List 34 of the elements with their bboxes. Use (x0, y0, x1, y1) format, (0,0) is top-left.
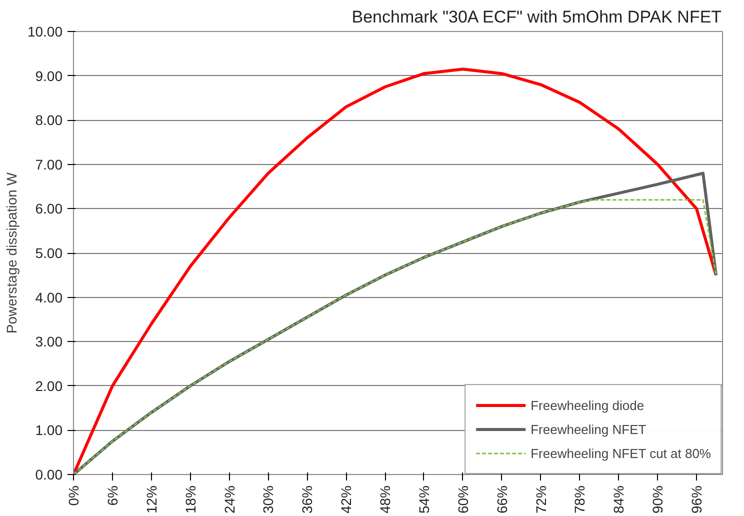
x-tick-label: 24% (221, 485, 238, 514)
y-axis-title: Powerstage dissipation W (3, 172, 20, 334)
x-tick-label: 12% (143, 485, 160, 514)
x-tick-label: 18% (182, 485, 198, 514)
x-tick-label: 78% (572, 485, 588, 514)
x-tick-label: 66% (494, 485, 510, 514)
y-tick-label: 6.00 (35, 200, 63, 217)
line-series (74, 68, 718, 474)
x-tick-label: 42% (338, 485, 354, 514)
legend-label: Freewheeling NFET cut at 80% (530, 446, 711, 460)
chart-title: Benchmark "30A ECF" with 5mOhm DPAK NFET (352, 8, 722, 26)
x-tick-label: 30% (260, 485, 276, 514)
x-tick-label: 60% (454, 485, 471, 514)
y-tick-label: 2.00 (35, 378, 63, 394)
y-tick-label: 1.00 (35, 422, 63, 438)
x-tick-label: 6% (104, 486, 120, 506)
y-tick-label: 5.00 (35, 245, 63, 261)
y-tick-label: 7.00 (35, 156, 63, 172)
x-tick-label: 90% (650, 485, 666, 514)
y-tick-label: 10.00 (27, 24, 63, 40)
legend-label: Freewheeling diode (530, 398, 644, 412)
x-tick-label: 54% (416, 485, 432, 514)
x-tick-label: 36% (299, 485, 316, 514)
x-tick-label: 84% (610, 485, 627, 514)
x-tick-label: 96% (688, 485, 705, 514)
y-tick-label: 0.00 (35, 466, 63, 482)
x-tick-label: 72% (532, 485, 549, 514)
x-tick-label: 0% (66, 486, 82, 506)
legend-label: Freewheeling NFET (530, 422, 646, 436)
x-tick-label: 48% (377, 485, 394, 514)
y-tick-label: 8.00 (35, 112, 63, 128)
y-tick-label: 4.00 (35, 289, 63, 306)
y-tick-label: 9.00 (35, 68, 63, 84)
y-tick-label: 3.00 (35, 334, 63, 350)
